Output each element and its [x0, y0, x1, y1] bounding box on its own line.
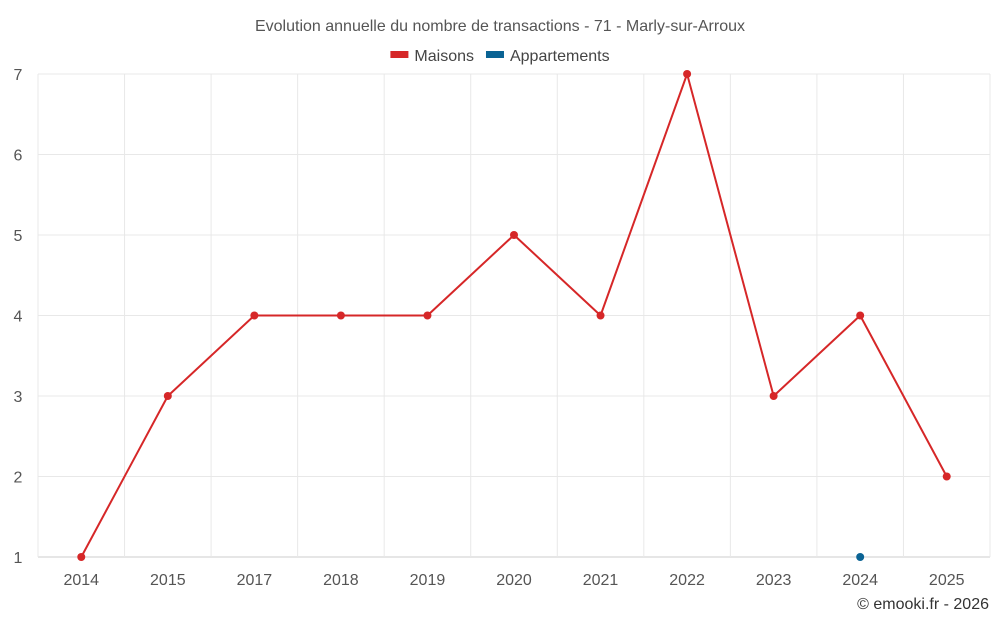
legend: Maisons Appartements	[390, 48, 610, 65]
data-point[interactable]	[596, 311, 605, 320]
x-axis: 2014 2015 2017 2018 2019 2020 2021 2022 2023 2024…	[63, 572, 964, 589]
legend-swatch	[485, 51, 504, 58]
legend-swatch	[390, 51, 409, 58]
chart-title: Evolution annuelle du nombre de transact…	[255, 18, 745, 35]
data-point[interactable]	[423, 311, 432, 320]
x-tick-label: 2015	[150, 572, 186, 589]
data-point[interactable]	[942, 472, 951, 481]
x-tick-label: 2022	[669, 572, 705, 589]
data-point[interactable]	[856, 553, 865, 561]
legend-item-maisons[interactable]: Maisons	[390, 48, 474, 65]
series-maisons	[77, 70, 951, 561]
y-tick-label: 4	[14, 309, 23, 326]
data-point[interactable]	[510, 231, 518, 239]
x-tick-label: 2018	[323, 572, 359, 589]
data-point[interactable]	[336, 311, 345, 320]
data-point[interactable]	[856, 311, 865, 320]
data-point[interactable]	[683, 70, 692, 78]
y-tick-label: 1	[14, 550, 23, 567]
grid	[37, 73, 991, 558]
data-point[interactable]	[769, 392, 778, 400]
y-tick-label: 2	[14, 470, 23, 487]
x-tick-label: 2023	[756, 572, 792, 589]
legend-item-appartements[interactable]: Appartements	[485, 48, 610, 65]
x-tick-label: 2014	[63, 572, 99, 589]
y-tick-label: 7	[14, 67, 23, 84]
y-tick-label: 6	[14, 148, 23, 165]
legend-label: Appartements	[510, 48, 610, 65]
x-tick-label: 2024	[842, 572, 878, 589]
x-tick-label: 2017	[237, 572, 273, 589]
series-appartements	[856, 553, 865, 561]
series-group	[77, 70, 951, 561]
x-tick-label: 2019	[410, 572, 446, 589]
x-tick-label: 2025	[929, 572, 965, 589]
x-tick-label: 2020	[496, 572, 532, 589]
y-tick-label: 3	[14, 389, 23, 406]
y-axis: 1 2 3 4 5 6 7	[14, 67, 23, 567]
data-point[interactable]	[77, 553, 86, 561]
legend-label: Maisons	[414, 48, 474, 65]
credit-text: © emooki.fr - 2026	[857, 596, 989, 613]
x-tick-label: 2021	[583, 572, 619, 589]
data-point[interactable]	[163, 392, 172, 400]
data-point[interactable]	[250, 311, 259, 320]
y-tick-label: 5	[14, 228, 23, 245]
